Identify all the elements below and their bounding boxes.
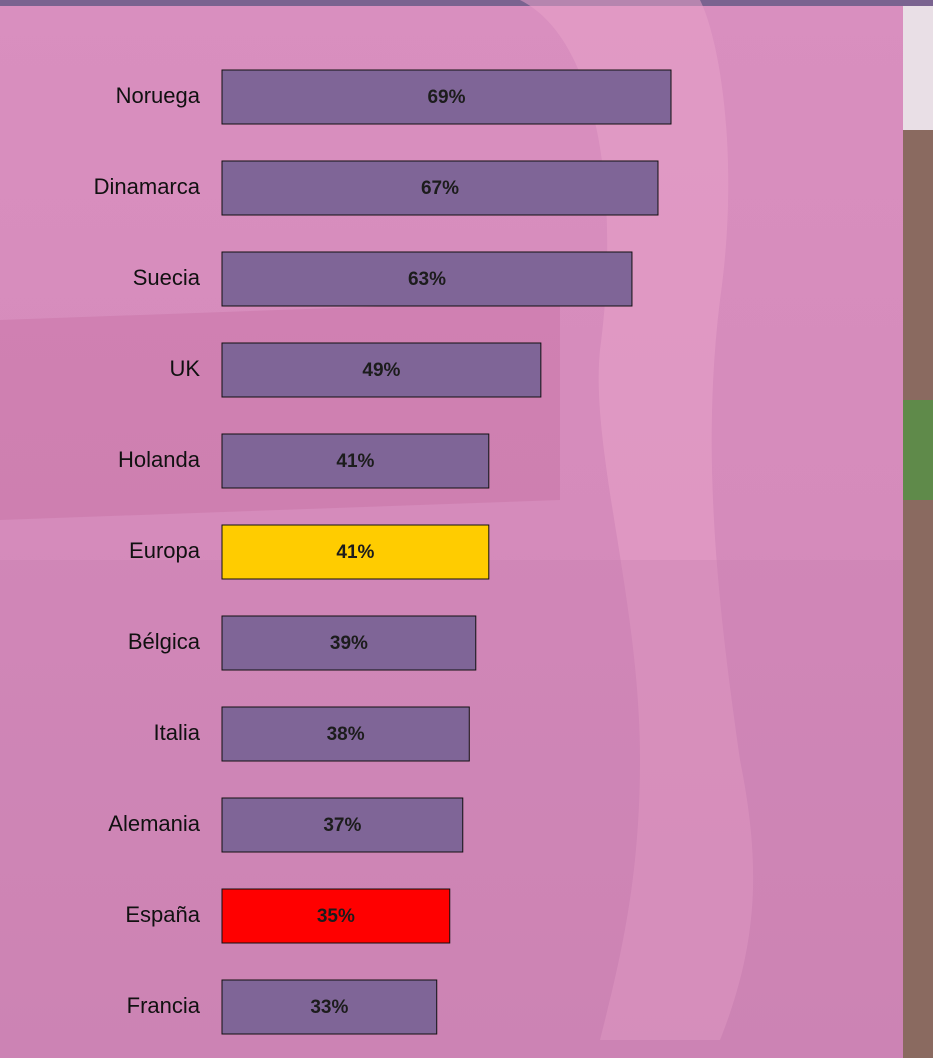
category-label: Dinamarca bbox=[94, 174, 201, 199]
value-label: 41% bbox=[336, 542, 374, 563]
category-label: España bbox=[125, 902, 200, 927]
photo-edge-light bbox=[903, 0, 933, 130]
category-label: UK bbox=[169, 356, 200, 381]
value-label: 63% bbox=[408, 269, 446, 290]
top-border bbox=[0, 0, 933, 6]
value-label: 67% bbox=[421, 178, 459, 199]
photo-edge bbox=[903, 0, 933, 1058]
value-label: 41% bbox=[336, 451, 374, 472]
value-label: 33% bbox=[310, 997, 348, 1018]
chart: Noruega 69% Dinamarca 67% Suecia 63% UK 49% Hola… bbox=[0, 0, 933, 1058]
value-label: 39% bbox=[330, 633, 368, 654]
category-label: Holanda bbox=[118, 447, 201, 472]
category-label: Italia bbox=[154, 720, 201, 745]
value-label: 37% bbox=[323, 815, 361, 836]
value-label: 49% bbox=[362, 360, 400, 381]
category-label: Europa bbox=[129, 538, 201, 563]
value-label: 69% bbox=[427, 87, 465, 108]
category-label: Francia bbox=[127, 993, 201, 1018]
category-label: Suecia bbox=[133, 265, 201, 290]
value-label: 38% bbox=[327, 724, 365, 745]
photo-edge-grass bbox=[903, 400, 933, 500]
category-label: Alemania bbox=[108, 811, 200, 836]
value-label: 35% bbox=[317, 906, 355, 927]
category-label: Bélgica bbox=[128, 629, 201, 654]
category-label: Noruega bbox=[116, 83, 201, 108]
